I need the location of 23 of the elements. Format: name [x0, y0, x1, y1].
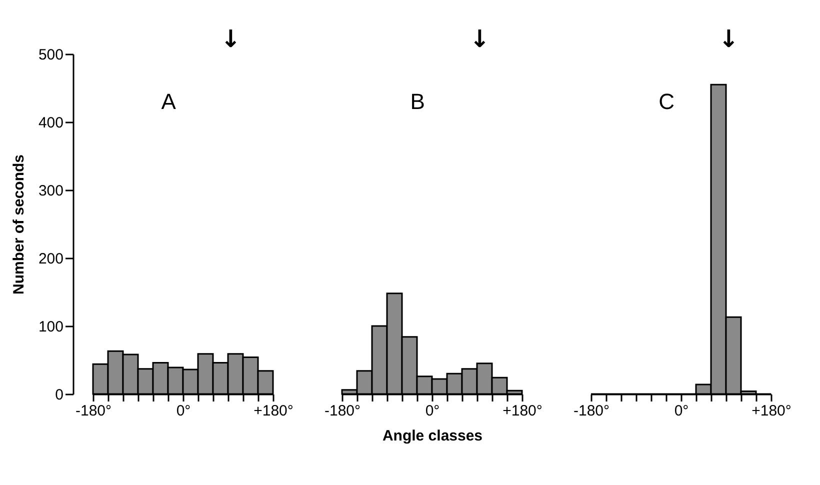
text: ↓	[220, 25, 241, 53]
x-axis-title: Angle classes	[382, 428, 483, 444]
text: ↓	[470, 25, 490, 53]
x-tick-label: -180°	[573, 402, 610, 420]
x-tick-label: -180°	[324, 402, 361, 420]
y-tick-label: 100	[38, 318, 64, 336]
text: B	[410, 89, 425, 114]
y-tick-label: 500	[38, 46, 64, 64]
x-tick-label: 0°	[674, 402, 689, 420]
y-tick-label: 400	[38, 114, 64, 132]
y-tick-label: 300	[38, 182, 64, 200]
text: C	[658, 89, 675, 114]
x-tick-label: -180°	[75, 402, 112, 420]
y-tick-label: 0	[55, 386, 64, 404]
x-tick-label: 0°	[425, 402, 440, 420]
x-tick-label: 0°	[176, 402, 191, 420]
x-tick-label: +180°	[752, 402, 792, 420]
y-tick-label: 200	[38, 250, 64, 268]
x-tick-label: +180°	[254, 402, 294, 420]
y-axis-title: Number of seconds	[10, 154, 28, 295]
text: A	[161, 89, 176, 114]
x-tick-label: +180°	[502, 402, 542, 420]
text: ↓	[718, 25, 739, 53]
